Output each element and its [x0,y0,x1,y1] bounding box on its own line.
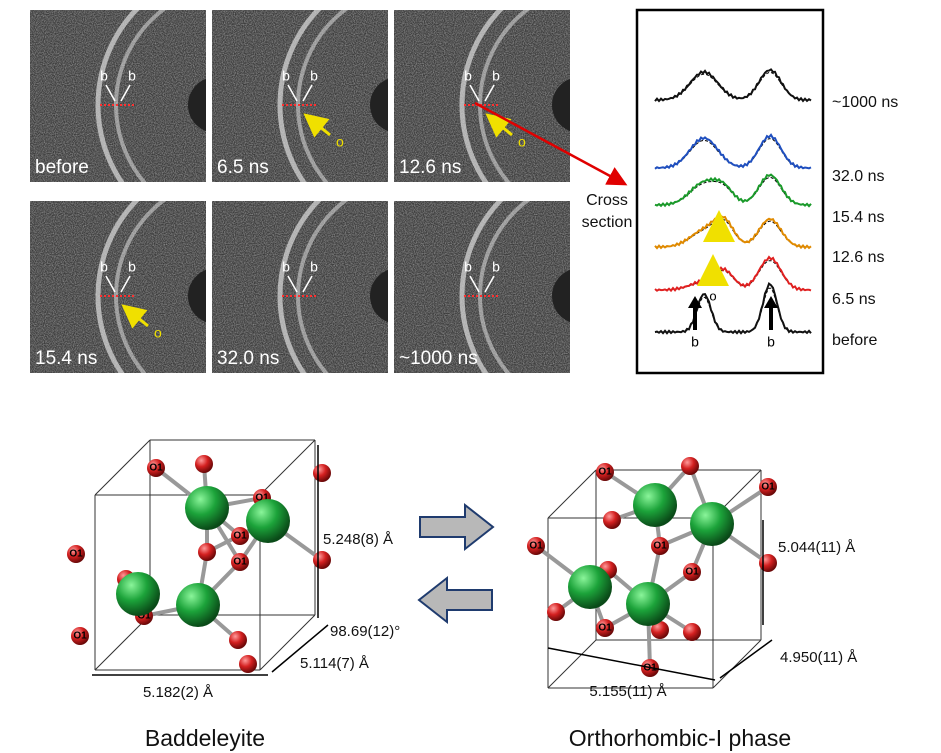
lattice-label: 5.182(2) Å [143,684,213,701]
panel-label: 12.6 ns [399,157,461,178]
zr-atom [633,483,677,527]
atom-label: O1 [685,567,699,578]
panel-label: 6.5 ns [217,157,269,178]
trace-label: ~1000 ns [832,94,898,111]
oxygen-atom [547,603,565,621]
trace-label: 12.6 ns [832,249,884,266]
oxygen-atom [759,554,777,572]
b-label: b [100,68,108,84]
zr-atom [185,486,229,530]
b-label: b [492,68,500,84]
oxygen-atom [603,511,621,529]
b-label: b [767,334,775,350]
b-label: b [464,259,472,275]
atom-label: O1 [149,463,163,474]
b-label: b [282,259,290,275]
atom-label: O1 [233,557,247,568]
zr-atom [626,582,670,626]
atom-label: O1 [529,541,543,552]
oxygen-atom [683,623,701,641]
o-label: o [709,288,716,303]
dimension-line [720,640,772,678]
lattice-label: 5.044(11) Å [778,539,855,556]
oxygen-atom [229,631,247,649]
zr-atom [568,565,612,609]
atom-label: O1 [233,531,247,542]
trace-label: 32.0 ns [832,168,884,185]
zr-atom [246,499,290,543]
figure-canvas: b b before b b o 6.5 ns b b o 12.6 ns b b o 15.4 ns b b 3… [0,0,941,753]
lattice-label: 5.155(11) Å [589,683,666,700]
b-label: b [310,259,318,275]
b-label: b [128,68,136,84]
panel-label: before [35,157,89,178]
panel-label: 15.4 ns [35,348,97,369]
reverse-arrow [419,578,492,622]
oxygen-atom [239,655,257,673]
trace-label: before [832,332,877,349]
oxygen-atom [681,457,699,475]
atom-label: O1 [598,623,612,634]
b-label: b [492,259,500,275]
atom-label: O1 [598,467,612,478]
figure: b b before b b o 6.5 ns b b o 12.6 ns b b o 15.4 ns b b 3… [0,0,941,753]
b-label: b [282,68,290,84]
unit-cell-edge [713,640,761,688]
panel-label: ~1000 ns [399,348,478,369]
trace-label: 6.5 ns [832,291,876,308]
beam-stop [552,77,608,133]
oxygen-atom [313,551,331,569]
unit-cell-edge [548,470,596,518]
atom-label: O1 [69,549,83,560]
atom-label: O1 [761,482,775,493]
cross-section-label: Cross section [578,190,636,234]
dimension-line [548,648,715,680]
oxygen-atom [313,464,331,482]
phase-name: Baddeleyite [145,725,265,751]
zr-atom [176,583,220,627]
beam-stop [552,268,608,324]
b-label: b [310,68,318,84]
unit-cell-edge [548,640,596,688]
oxygen-atom [195,455,213,473]
lattice-label: 5.114(7) Å [300,655,369,672]
panel-label: 32.0 ns [217,348,279,369]
b-label: b [691,334,699,350]
lattice-label: 98.69(12)° [330,623,400,640]
atom-label: O1 [653,541,667,552]
o-label: o [518,134,526,150]
oxygen-atom [198,543,216,561]
zr-atom [690,502,734,546]
b-label: b [464,68,472,84]
b-label: b [128,259,136,275]
b-label: b [100,259,108,275]
o-label: o [154,325,162,341]
zr-atom [116,572,160,616]
lattice-label: 4.950(11) Å [780,649,857,666]
lattice-label: 5.248(8) Å [323,531,393,548]
atom-label: O1 [73,631,87,642]
phase-name: Orthorhombic-I phase [569,725,791,751]
forward-arrow [420,505,493,549]
trace-label: 15.4 ns [832,209,884,226]
o-label: o [336,134,344,150]
